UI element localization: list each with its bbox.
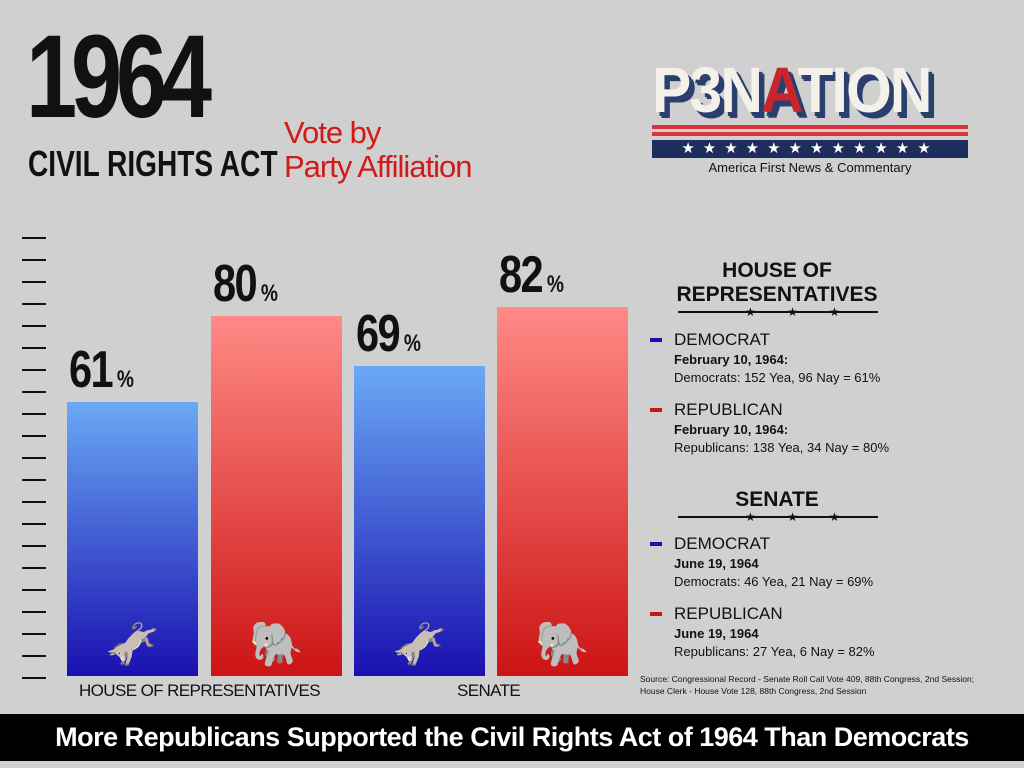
donkey-icon: 🫏 (392, 620, 447, 669)
divider (678, 311, 878, 313)
bar-republican: 🐘 (211, 316, 342, 676)
vote-result: Democrats: 152 Yea, 96 Nay = 61% (674, 370, 881, 385)
y-tick (22, 281, 46, 283)
legend-party: DEMOCRAT (674, 534, 771, 553)
y-tick (22, 523, 46, 525)
vote-result: Republicans: 27 Yea, 6 Nay = 82% (674, 644, 875, 659)
y-tick (22, 567, 46, 569)
value-label: 80% (213, 255, 278, 313)
y-tick (22, 237, 46, 239)
x-label-house: HOUSE OF REPRESENTATIVES (79, 681, 321, 700)
y-tick (22, 677, 46, 679)
subtitle-line-2: Party Affiliation (284, 149, 472, 184)
source-note: Source: Congressional Record - Senate Ro… (640, 674, 975, 696)
logo-stars: ★★★★★★★★★★★★ (652, 140, 968, 158)
legend-party: REPUBLICAN (674, 400, 783, 419)
legend-swatch (650, 408, 662, 412)
legend-entry-democrat: DEMOCRAT June 19, 1964 Democrats: 46 Yea, … (650, 534, 873, 589)
headline-banner: More Republicans Supported the Civil Rig… (0, 714, 1024, 761)
p3nation-logo: P3NATION ★★★★★★★★★★★★ America First News… (652, 58, 968, 175)
y-tick (22, 259, 46, 261)
bar-republican: 🐘 (497, 307, 628, 676)
y-tick (22, 611, 46, 613)
value-label: 82% (499, 246, 564, 304)
legend-house-title: HOUSE OF REPRESENTATIVES (676, 259, 878, 306)
legend-swatch (650, 542, 662, 546)
legend-swatch (650, 612, 662, 616)
logo-tagline: America First News & Commentary (708, 160, 912, 175)
legend-party: DEMOCRAT (674, 330, 771, 349)
y-tick (22, 303, 46, 305)
y-tick (22, 589, 46, 591)
y-tick (22, 655, 46, 657)
legend-entry-democrat: DEMOCRAT February 10, 1964: Democrats: 152… (650, 330, 880, 385)
legend-swatch (650, 338, 662, 342)
bar-democrat: 🫏 (67, 401, 198, 676)
divider (678, 516, 878, 518)
legend-senate-title: SENATE (735, 488, 819, 511)
legend-party: REPUBLICAN (674, 604, 783, 623)
subtitle: Vote by Party Affiliation (284, 115, 472, 184)
value-label: 61% (69, 340, 134, 399)
stars-icon: ★ ★ ★ (745, 510, 854, 524)
vote-date: June 19, 1964 (674, 626, 759, 641)
elephant-icon: 🐘 (249, 620, 304, 669)
legend-entry-republican: REPUBLICAN February 10, 1964: Republicans:… (650, 400, 889, 455)
vote-result: Republicans: 138 Yea, 34 Nay = 80% (674, 440, 890, 455)
stars-icon: ★ ★ ★ (745, 305, 854, 319)
y-tick (22, 479, 46, 481)
vote-date: June 19, 1964 (674, 556, 759, 571)
act-title: CIVIL RIGHTS ACT (28, 143, 278, 184)
vote-date: February 10, 1964: (674, 352, 789, 367)
vote-date: February 10, 1964: (674, 422, 789, 437)
y-tick (22, 545, 46, 547)
y-tick (22, 435, 46, 437)
subtitle-line-1: Vote by (284, 115, 381, 150)
vote-result: Democrats: 46 Yea, 21 Nay = 69% (674, 574, 874, 589)
donkey-icon: 🫏 (105, 620, 160, 669)
y-tick (22, 347, 46, 349)
elephant-icon: 🐘 (535, 620, 590, 669)
legend-entry-republican: REPUBLICAN June 19, 1964 Republicans: 27 Y… (650, 604, 875, 659)
y-tick (22, 457, 46, 459)
y-tick (22, 391, 46, 393)
value-label: 69% (356, 304, 421, 363)
year-title: 1964 (26, 11, 212, 143)
logo-wordmark: P3NATION (652, 54, 932, 126)
y-tick (22, 413, 46, 415)
bar-democrat: 🫏 (354, 365, 485, 676)
y-tick (22, 501, 46, 503)
y-tick (22, 633, 46, 635)
y-tick (22, 369, 46, 371)
x-label-senate: SENATE (457, 681, 521, 700)
y-tick (22, 325, 46, 327)
